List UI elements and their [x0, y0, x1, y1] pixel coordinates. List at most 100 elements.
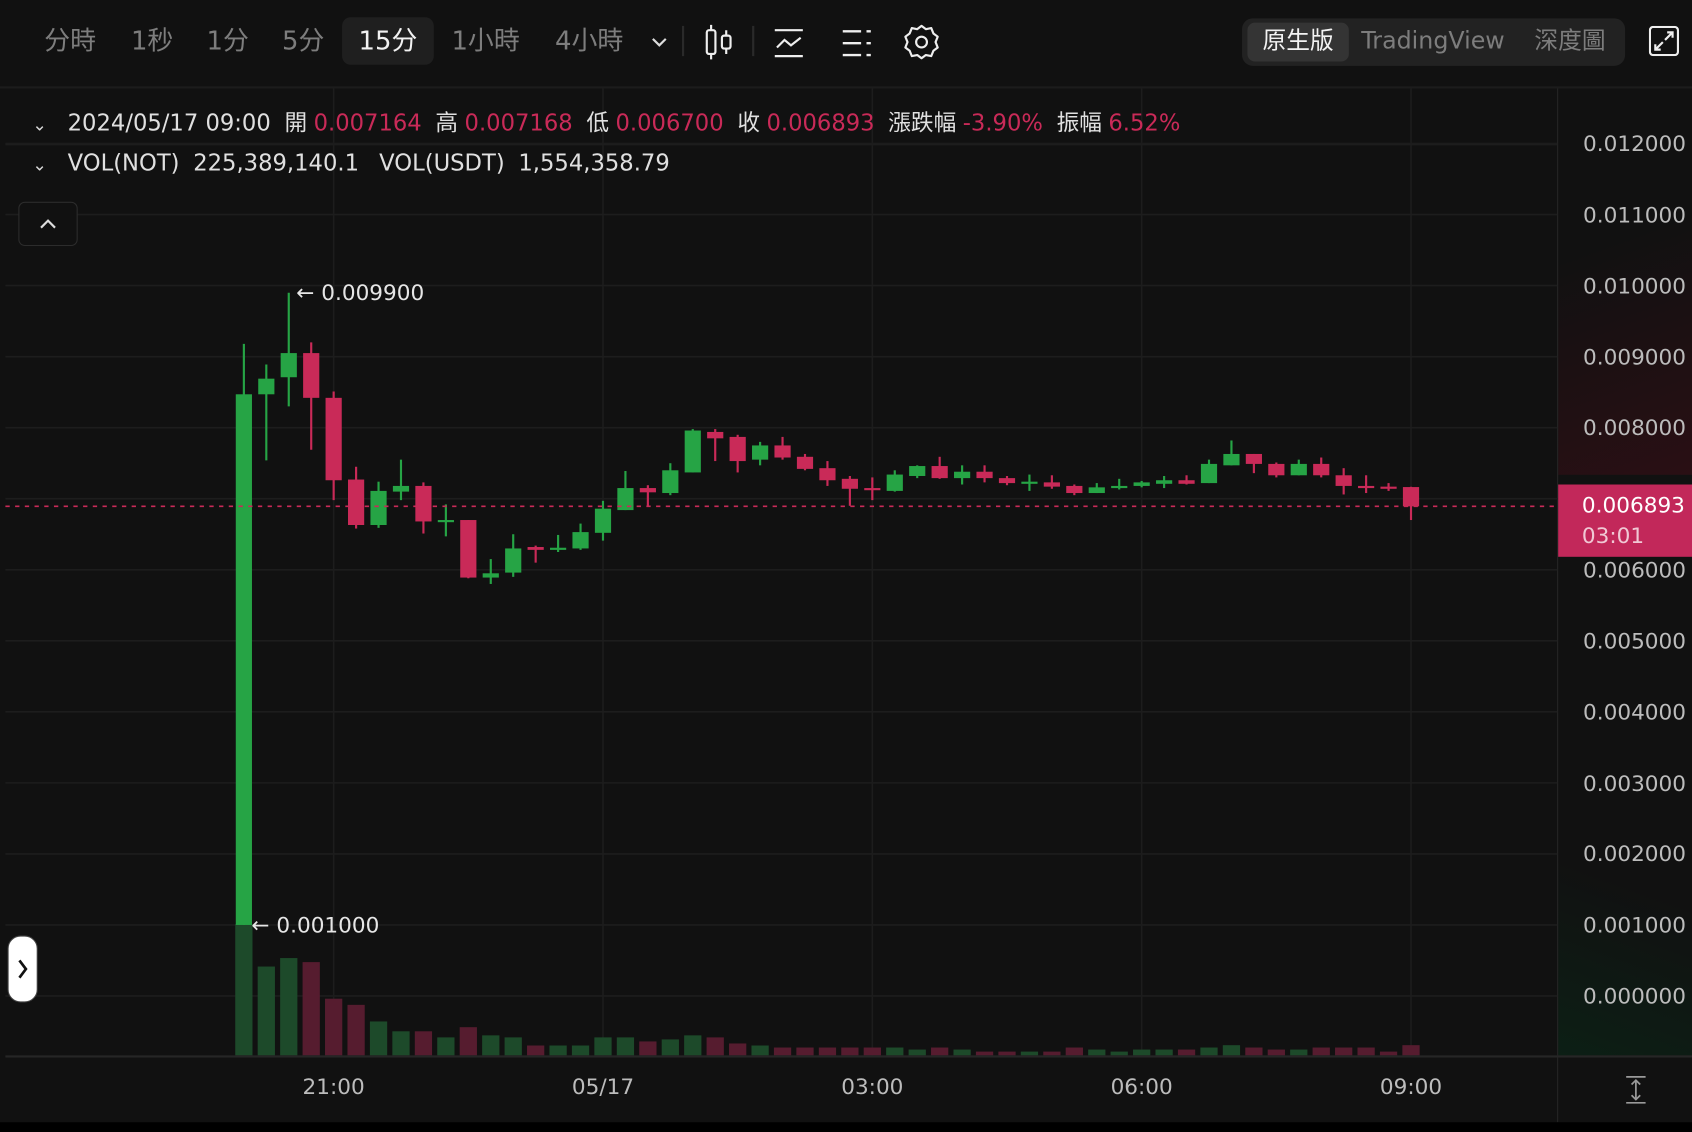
volume-bar: [1088, 1049, 1106, 1056]
indicator-icon[interactable]: [773, 28, 805, 58]
volume-bar: [235, 924, 253, 1056]
price-tick-label: 0.003000: [1583, 769, 1686, 796]
volume-bar: [1267, 1049, 1285, 1056]
candle-body: [505, 548, 522, 573]
collapse-chevron-icon[interactable]: ⌄: [32, 154, 47, 175]
bottom-bar: [0, 1122, 1692, 1132]
volume-info-row: ⌄ VOL(NOT) 225,389,140.1 VOL(USDT) 1,554…: [32, 150, 676, 176]
volume-bar: [1245, 1047, 1263, 1056]
volume-bar: [369, 1021, 388, 1056]
candle-body: [954, 471, 971, 479]
volume-bar: [841, 1047, 859, 1056]
interval-tab-1h[interactable]: 1小時: [451, 25, 520, 57]
candle-body: [931, 466, 948, 479]
volume-bar: [1200, 1047, 1218, 1056]
candle-body: [1066, 485, 1083, 494]
interval-tab-1s[interactable]: 1秒: [130, 25, 174, 57]
volume-bar: [504, 1037, 522, 1056]
candle-body: [482, 573, 499, 578]
open-label: 開: [284, 110, 308, 136]
candle-body: [1111, 485, 1128, 489]
current-price-tag: 0.006893 03:01: [1558, 484, 1692, 557]
volume-bar: [280, 958, 298, 1056]
candle-body: [415, 485, 432, 522]
volume-bar: [325, 998, 343, 1056]
candle-body: [1223, 453, 1240, 466]
volume-bar: [908, 1049, 926, 1056]
interval-tab-5m[interactable]: 5分: [282, 25, 325, 57]
candle-body: [1290, 463, 1307, 476]
view-switcher: 原生版 TradingView 深度圖: [1242, 18, 1626, 66]
candle-body: [280, 353, 297, 378]
time-tick-label: 09:00: [1379, 1073, 1443, 1100]
collapse-indicators-button[interactable]: [18, 201, 78, 247]
candle-body: [392, 485, 410, 492]
current-price-value: 0.006893: [1581, 492, 1685, 518]
low-value: 0.006700: [615, 110, 724, 136]
candle-body: [1245, 453, 1262, 464]
candle-body: [684, 430, 701, 473]
auto-scale-icon[interactable]: [1622, 1075, 1650, 1105]
volume-bar: [1222, 1045, 1241, 1056]
price-tick-label: 0.004000: [1583, 698, 1686, 725]
view-tab-native[interactable]: 原生版: [1247, 22, 1349, 62]
volume-bar: [527, 1045, 545, 1056]
volume-bar: [1402, 1045, 1420, 1056]
candle-body: [348, 479, 365, 526]
candle-body: [909, 466, 926, 476]
chevron-right-icon: [18, 959, 28, 979]
view-tab-depth[interactable]: 深度圖: [1534, 28, 1606, 56]
interval-tab-4h[interactable]: 4小時: [555, 25, 624, 57]
candle-body: [1043, 482, 1060, 487]
amplitude-label: 振幅: [1056, 110, 1102, 136]
candlestick-type-icon[interactable]: [702, 24, 734, 61]
candle-body: [752, 445, 769, 460]
candle-body: [1021, 481, 1038, 484]
price-tick-label: 0.012000: [1583, 130, 1686, 157]
volume-bar: [1335, 1047, 1353, 1056]
change-label: 漲跌幅: [888, 110, 957, 136]
volume-bar: [437, 1037, 455, 1056]
interval-tab-timeline[interactable]: 分時: [44, 25, 97, 57]
price-tick-label: 0.009000: [1583, 343, 1686, 370]
amplitude-value: 6.52%: [1108, 110, 1181, 136]
price-tick-label: 0.005000: [1583, 627, 1686, 654]
candle-body: [774, 445, 791, 458]
volume-bar: [863, 1047, 881, 1056]
vol-quote-value: 1,554,358.79: [518, 149, 670, 176]
open-value: 0.007164: [313, 110, 422, 136]
volume-bar: [998, 1051, 1016, 1056]
volume-bar: [571, 1045, 590, 1056]
candle-body: [527, 547, 544, 550]
volume-bar: [953, 1049, 971, 1056]
expand-sidebar-button[interactable]: [7, 935, 38, 1003]
volume-bar: [302, 962, 320, 1056]
volume-bar: [796, 1047, 814, 1056]
chevron-down-icon[interactable]: [649, 31, 671, 53]
candle-body: [1200, 463, 1218, 484]
expand-icon[interactable]: [1648, 25, 1680, 57]
interval-tab-1m[interactable]: 1分: [206, 25, 249, 57]
candle-body: [303, 353, 320, 398]
list-settings-icon[interactable]: [841, 28, 873, 58]
candle-body: [550, 547, 567, 550]
toolbar-divider: [0, 86, 1692, 89]
volume-bar: [931, 1047, 949, 1056]
gear-icon[interactable]: [903, 24, 940, 61]
volume-bar: [1110, 1051, 1128, 1056]
volume-bar: [684, 1035, 702, 1056]
collapse-chevron-icon[interactable]: ⌄: [32, 114, 47, 135]
candle-body: [1133, 482, 1150, 486]
volume-bar: [751, 1045, 769, 1056]
volume-bar: [1155, 1049, 1173, 1056]
volume-bar: [1379, 1051, 1398, 1056]
volume-bar: [1043, 1051, 1061, 1056]
candle-body: [819, 468, 836, 481]
price-axis[interactable]: [1558, 88, 1692, 1056]
volume-bar: [706, 1037, 724, 1056]
time-tick-label: 03:00: [841, 1073, 904, 1100]
view-tab-tradingview[interactable]: TradingView: [1361, 28, 1505, 56]
interval-tab-15m[interactable]: 15分: [342, 17, 434, 65]
